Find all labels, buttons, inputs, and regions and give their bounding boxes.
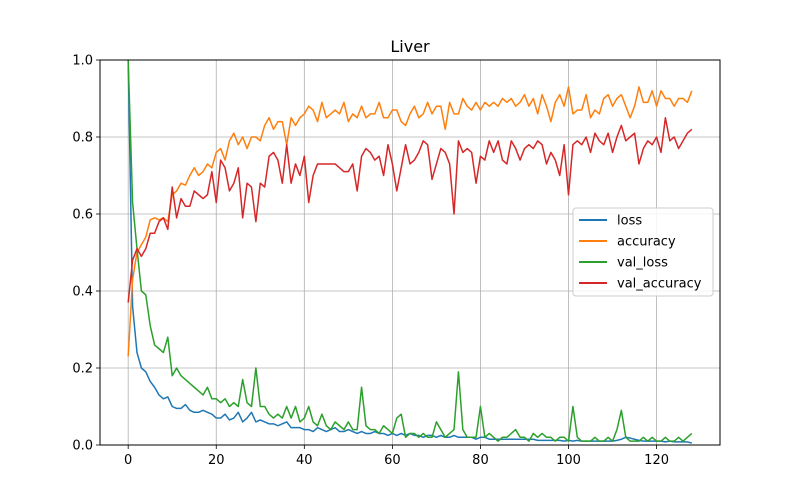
y-tick-label: 0.0 bbox=[72, 439, 93, 454]
x-tick-label: 60 bbox=[384, 453, 401, 468]
legend-label: val_accuracy bbox=[617, 277, 702, 292]
series-line-val-loss bbox=[127, 60, 693, 442]
x-tick-label: 100 bbox=[556, 453, 581, 468]
axis-ticks: 0 20 40 60 80 100 120 0.0 0.2 0.4 0.6 0.8 1.0 bbox=[72, 54, 669, 469]
series-lines bbox=[127, 60, 693, 444]
x-tick-label: 120 bbox=[644, 453, 669, 468]
chart-title: Liver bbox=[390, 37, 430, 56]
legend-label: accuracy bbox=[617, 235, 676, 250]
plot-frame bbox=[99, 59, 721, 446]
y-tick-label: 0.6 bbox=[72, 208, 93, 223]
y-tick-label: 1.0 bbox=[72, 54, 93, 69]
series-line-val-accuracy bbox=[127, 117, 693, 303]
legend: loss accuracy val_loss val_accuracy bbox=[572, 207, 714, 297]
series-line-accuracy bbox=[127, 86, 693, 357]
x-tick-label: 20 bbox=[208, 453, 225, 468]
y-tick-label: 0.2 bbox=[72, 362, 93, 377]
x-tick-label: 40 bbox=[296, 453, 313, 468]
y-tick-label: 0.8 bbox=[72, 131, 93, 146]
legend-label: loss bbox=[617, 214, 642, 229]
legend-label: val_loss bbox=[617, 256, 668, 271]
y-tick-label: 0.4 bbox=[72, 285, 93, 300]
x-tick-label: 0 bbox=[124, 453, 132, 468]
legend-box bbox=[572, 207, 714, 297]
x-tick-label: 80 bbox=[472, 453, 489, 468]
